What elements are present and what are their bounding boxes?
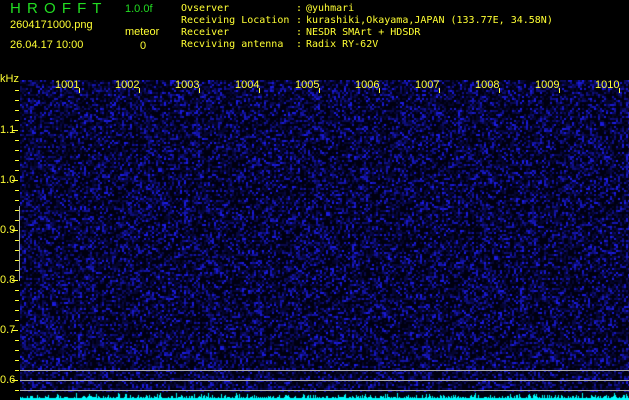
time-label: 1004	[235, 79, 260, 91]
info-colon: :	[296, 27, 303, 38]
y-axis-tick	[15, 370, 19, 371]
reference-line	[20, 380, 629, 381]
y-axis-tick	[15, 250, 19, 251]
y-axis-label: 1.0	[0, 174, 16, 186]
y-axis-tick	[15, 260, 19, 261]
y-axis-label: 0.7	[0, 324, 16, 336]
y-axis-tick	[12, 280, 18, 281]
y-axis-tick	[15, 120, 19, 121]
time-tick	[499, 88, 500, 93]
info-value-observer: @yuhmari	[306, 3, 355, 14]
info-colon: :	[296, 3, 303, 14]
info-colon: :	[296, 39, 303, 50]
y-unit-label: kHz	[0, 73, 19, 85]
y-axis-tick	[15, 340, 19, 341]
version-label: 1.0.0f	[125, 3, 153, 15]
y-axis-tick	[15, 220, 19, 221]
y-axis-tick	[15, 90, 19, 91]
y-axis-label: 0.9	[0, 224, 16, 236]
y-axis-tick	[12, 180, 18, 181]
app-title: H R O F F T	[10, 0, 103, 17]
time-tick	[259, 88, 260, 93]
time-tick	[619, 88, 620, 93]
info-value-antenna: Radix RY-62V	[306, 39, 379, 50]
y-axis-tick	[15, 140, 19, 141]
y-axis-tick	[12, 230, 18, 231]
time-tick	[439, 88, 440, 93]
y-axis-tick	[15, 350, 19, 351]
filename: 2604171000.png	[10, 19, 93, 31]
time-label: 1003	[175, 79, 200, 91]
marker-line	[19, 206, 20, 281]
y-axis-tick	[15, 210, 19, 211]
y-axis-label: 0.8	[0, 274, 16, 286]
time-tick	[559, 88, 560, 93]
y-axis-tick	[12, 330, 18, 331]
info-label-antenna: Recviving antenna	[181, 39, 284, 50]
time-label: 1002	[115, 79, 140, 91]
time-tick	[199, 88, 200, 93]
spectrogram-waterfall	[20, 80, 629, 400]
info-label-observer: Ovserver	[181, 3, 230, 14]
reference-line	[20, 370, 629, 371]
y-axis-tick	[15, 200, 19, 201]
time-label: 1006	[355, 79, 380, 91]
info-label-location: Receiving Location	[181, 15, 290, 26]
time-label: 1005	[295, 79, 320, 91]
y-axis-tick	[15, 300, 19, 301]
y-axis-label: 0.6	[0, 374, 16, 386]
y-axis-label: 1.1	[0, 124, 16, 136]
info-value-location: kurashiki,Okayama,JAPAN (133.77E, 34.58N…	[306, 15, 553, 26]
time-label: 1007	[415, 79, 440, 91]
y-axis-tick	[15, 390, 19, 391]
y-axis-tick	[15, 170, 19, 171]
time-label: 1009	[535, 79, 560, 91]
meteor-count: 0	[140, 40, 147, 52]
y-axis-tick	[15, 150, 19, 151]
info-colon: :	[296, 15, 303, 26]
y-axis-tick	[15, 100, 19, 101]
reference-line	[20, 390, 629, 391]
y-axis-tick	[15, 360, 19, 361]
y-axis-tick	[15, 310, 19, 311]
y-axis-tick	[15, 270, 19, 271]
time-label: 1008	[475, 79, 500, 91]
info-value-receiver: NESDR SMArt + HDSDR	[306, 27, 421, 38]
datetime: 26.04.17 10:00	[10, 39, 84, 51]
time-label: 1010	[595, 79, 620, 91]
time-tick	[79, 88, 80, 93]
y-axis-tick	[15, 290, 19, 291]
y-axis-tick	[15, 240, 19, 241]
y-axis-tick	[15, 190, 19, 191]
time-label: 1001	[55, 79, 80, 91]
y-axis-tick	[15, 320, 19, 321]
time-tick	[139, 88, 140, 93]
y-axis-tick	[15, 110, 19, 111]
y-axis-tick	[12, 380, 18, 381]
meteor-label: meteor	[125, 26, 160, 38]
time-tick	[319, 88, 320, 93]
y-axis-tick	[15, 160, 19, 161]
time-tick	[379, 88, 380, 93]
info-label-receiver: Receiver	[181, 27, 230, 38]
y-axis-tick	[12, 130, 18, 131]
